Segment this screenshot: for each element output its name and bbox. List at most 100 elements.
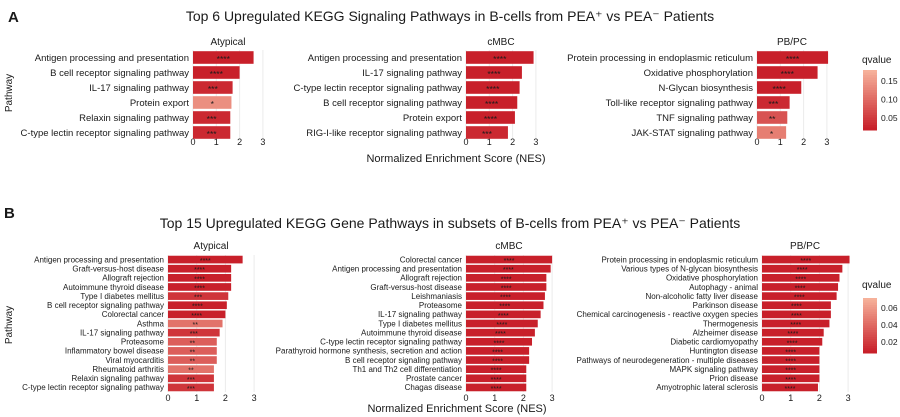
- significance-label-b-pbpc: ****: [790, 322, 801, 329]
- legend-tick-label: 0.05: [881, 113, 898, 123]
- significance-label-b-atypical: ****: [194, 276, 205, 283]
- panel-a-letter: A: [8, 9, 19, 26]
- legend-gradient-step: [863, 311, 877, 315]
- significance-label-b-pbpc: ****: [785, 386, 796, 393]
- bar-b-pbpc: [762, 283, 839, 291]
- bar-b-atypical: [168, 292, 229, 300]
- bar-b-pbpc: [762, 374, 820, 383]
- significance-label-b-pbpc: ****: [785, 359, 796, 366]
- panel-b-legend-title: qvalue: [862, 280, 892, 291]
- x-tick-label-a-cmbc: 1: [487, 137, 492, 147]
- x-tick-label-a-cmbc: 2: [510, 137, 515, 147]
- significance-label-b-atypical: ****: [194, 285, 205, 292]
- significance-label-b-cmbc: ****: [499, 304, 510, 311]
- significance-label-b-atypical: ***: [194, 295, 202, 302]
- legend-gradient-step: [863, 75, 877, 78]
- x-tick-label-b-cmbc: 1: [492, 393, 497, 403]
- significance-label-b-cmbc: ****: [491, 377, 502, 384]
- bar-b-cmbc: [466, 347, 530, 355]
- legend-gradient-step: [863, 115, 877, 118]
- legend-gradient-step: [863, 298, 877, 301]
- significance-label-b-atypical: ****: [191, 313, 202, 320]
- bar-b-cmbc: [466, 310, 541, 319]
- significance-label-b-atypical: ***: [187, 386, 195, 393]
- bar-b-cmbc: [466, 328, 535, 337]
- facet-title-a-atypical: Atypical: [210, 37, 245, 48]
- legend-tick-label: 0.02: [881, 337, 898, 347]
- significance-label-b-cmbc: ****: [492, 349, 503, 356]
- legend-gradient-step: [863, 341, 877, 345]
- significance-label-a-atypical: *: [211, 99, 215, 109]
- category-label-b-atypical: Viral myocarditis: [105, 356, 164, 365]
- significance-label-b-atypical: ****: [200, 258, 211, 265]
- bar-b-pbpc: [762, 365, 820, 374]
- category-label-b-atypical: Inflammatory bowel disease: [65, 347, 165, 356]
- bar-a-cmbc: [466, 81, 520, 94]
- legend-tick-label: 0.06: [881, 303, 898, 313]
- panel-b-letter: B: [4, 205, 15, 222]
- category-label-b-cmbc: Allograft rejection: [400, 274, 462, 283]
- significance-label-a-atypical: ***: [207, 114, 218, 124]
- legend-gradient-step: [863, 112, 877, 116]
- category-label-a-pbpc: TNF signaling pathway: [656, 113, 753, 124]
- x-tick-label-b-atypical: 0: [165, 393, 170, 403]
- significance-label-a-pbpc: **: [769, 114, 776, 124]
- legend-gradient-step: [863, 307, 877, 310]
- significance-label-b-cmbc: ****: [501, 285, 512, 292]
- significance-label-b-pbpc: ****: [791, 304, 802, 311]
- bar-b-cmbc: [466, 374, 527, 383]
- facet-title-b-atypical: Atypical: [194, 241, 229, 252]
- category-label-a-pbpc: Oxidative phosphorylation: [644, 68, 753, 79]
- bar-b-pbpc: [762, 356, 820, 364]
- significance-label-a-cmbc: ****: [487, 69, 501, 79]
- category-label-b-cmbc: Graft-versus-host disease: [370, 283, 462, 292]
- bar-a-pbpc: [757, 66, 818, 79]
- category-label-a-cmbc: RIG-I-like receptor signaling pathway: [306, 128, 462, 139]
- x-tick-label-b-pbpc: 2: [817, 393, 822, 403]
- bar-b-cmbc: [466, 255, 553, 264]
- category-label-a-atypical: Antigen processing and presentation: [35, 53, 189, 64]
- category-label-b-cmbc: Th1 and Th2 cell differentiation: [352, 365, 462, 374]
- legend-gradient-step: [863, 95, 877, 98]
- panel-b-x-axis-label: Normalized Enrichment Score (NES): [367, 403, 546, 415]
- significance-label-b-pbpc: ****: [785, 349, 796, 356]
- legend-gradient-step: [863, 85, 877, 88]
- bar-a-cmbc: [466, 51, 534, 64]
- category-label-a-atypical: Relaxin signaling pathway: [79, 113, 189, 124]
- legend-gradient-step: [863, 350, 877, 354]
- bar-b-atypical: [168, 328, 220, 337]
- category-label-b-cmbc: C-type lectin receptor signaling pathway: [320, 338, 462, 347]
- category-label-a-atypical: IL-17 signaling pathway: [89, 83, 189, 94]
- significance-label-b-atypical: ***: [187, 377, 195, 384]
- x-tick-label-b-pbpc: 0: [759, 393, 764, 403]
- bar-a-atypical: [193, 51, 254, 64]
- significance-label-a-cmbc: ***: [482, 129, 493, 139]
- legend-gradient-step: [863, 323, 877, 326]
- significance-label-b-pbpc: ****: [791, 313, 802, 320]
- significance-label-b-atypical: ***: [190, 331, 198, 338]
- x-tick-label-a-atypical: 0: [190, 137, 195, 147]
- bar-b-pbpc: [762, 347, 820, 355]
- bar-a-cmbc: [466, 126, 508, 139]
- category-label-a-atypical: B cell receptor signaling pathway: [50, 68, 189, 79]
- panel-a-x-axis-label: Normalized Enrichment Score (NES): [366, 153, 545, 165]
- bar-a-cmbc: [466, 66, 522, 79]
- legend-gradient-step: [863, 122, 877, 126]
- bar-a-cmbc: [466, 111, 515, 124]
- legend-gradient-step: [863, 87, 877, 91]
- significance-label-a-pbpc: ****: [781, 69, 795, 79]
- significance-label-b-cmbc: ****: [495, 331, 506, 338]
- legend-gradient-step: [863, 120, 877, 123]
- category-label-b-cmbc: Prostate cancer: [406, 374, 462, 383]
- panel-b-legend: 0.06 0.04 0.02: [863, 298, 898, 354]
- panel-a-y-axis-label: Pathway: [4, 74, 15, 112]
- x-tick-label-a-pbpc: 1: [778, 137, 783, 147]
- significance-label-a-cmbc: ****: [485, 99, 499, 109]
- bar-b-atypical: [168, 255, 243, 264]
- bar-b-pbpc: [762, 292, 837, 300]
- category-label-b-cmbc: Chagas disease: [405, 383, 463, 392]
- legend-gradient-step: [863, 125, 877, 128]
- category-label-b-cmbc: Colorectal cancer: [400, 255, 463, 264]
- legend-tick-label: 0.04: [881, 320, 898, 330]
